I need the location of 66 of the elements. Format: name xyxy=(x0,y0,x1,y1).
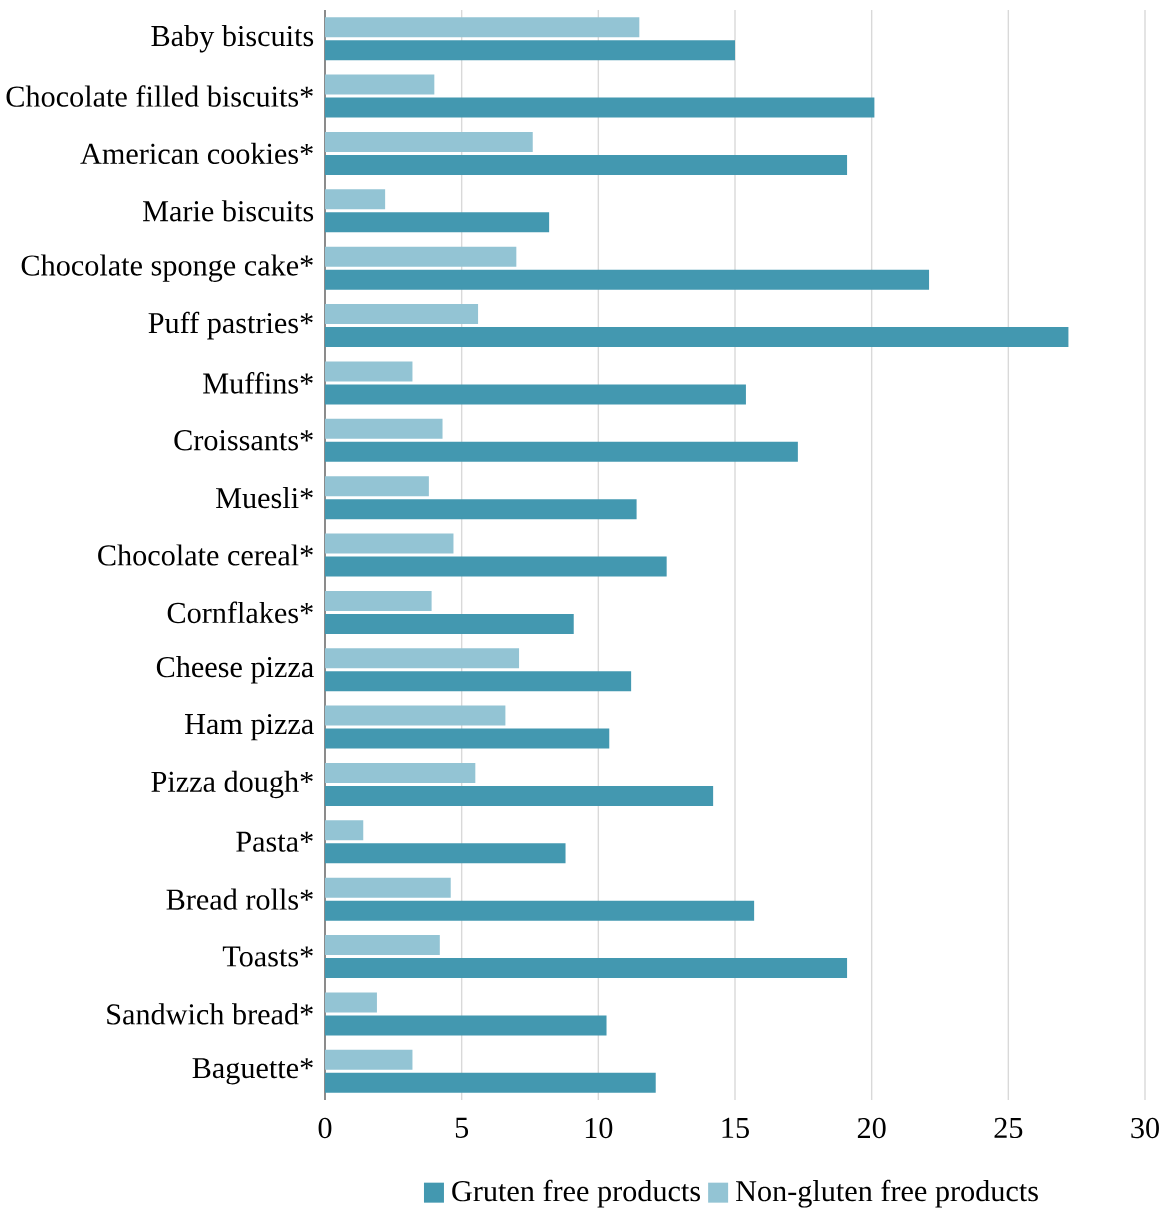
x-tick-label: 20 xyxy=(857,1117,886,1139)
x-tick-label: 15 xyxy=(722,1117,749,1139)
x-tick-label: 0 xyxy=(318,1117,332,1139)
bar xyxy=(325,877,451,898)
bar xyxy=(325,246,517,267)
bar xyxy=(325,17,640,38)
bar xyxy=(325,820,364,841)
bar xyxy=(325,441,798,462)
y-tick-label: Ham pizza xyxy=(185,713,314,741)
bar xyxy=(325,785,714,806)
y-tick-label: Chocolate cereal* xyxy=(98,544,313,566)
x-tick-label: 10 xyxy=(585,1117,613,1139)
bar xyxy=(325,705,506,726)
bar xyxy=(325,269,930,290)
legend-label: Gruten free products xyxy=(452,1179,700,1208)
bar xyxy=(325,900,755,921)
bar xyxy=(325,97,875,118)
bar xyxy=(325,958,848,979)
bar xyxy=(325,384,746,405)
y-tick-label: Puff pastries* xyxy=(148,311,313,340)
bar xyxy=(325,590,432,611)
y-tick-label: Cheese pizza xyxy=(156,656,314,684)
bar xyxy=(325,40,735,61)
y-tick-label: Chocolate sponge cake* xyxy=(21,254,313,282)
bar xyxy=(325,992,377,1013)
x-tick-label: 25 xyxy=(994,1117,1023,1139)
bar xyxy=(325,1049,413,1070)
bar xyxy=(325,304,479,325)
bar xyxy=(325,131,533,152)
bar xyxy=(325,418,443,439)
y-tick-label: Chocolate filled biscuits* xyxy=(6,85,313,107)
bar xyxy=(325,1072,656,1093)
y-tick-label: American cookies* xyxy=(80,142,313,165)
y-tick-label: Muffins* xyxy=(203,372,313,394)
bar xyxy=(325,327,1069,348)
bar xyxy=(325,762,476,783)
bar xyxy=(325,212,550,233)
bar xyxy=(325,1015,607,1036)
y-tick-label: Sandwich bread* xyxy=(107,1003,313,1025)
y-tick-label: Cornflakes* xyxy=(167,601,313,624)
bar xyxy=(325,671,632,692)
legend-label: Non-gluten free products xyxy=(736,1179,1038,1208)
y-tick-label: Pasta* xyxy=(236,831,313,852)
bar xyxy=(325,648,520,669)
bar xyxy=(325,361,413,382)
y-tick-label: Bread rolls* xyxy=(166,888,313,910)
bar xyxy=(325,499,637,520)
y-tick-label: Muesli* xyxy=(216,487,313,509)
x-tick-label: 30 xyxy=(1131,1117,1159,1139)
bar xyxy=(325,935,440,956)
bar xyxy=(325,556,667,577)
bar xyxy=(325,154,848,175)
bar xyxy=(325,74,435,95)
bar xyxy=(325,189,386,210)
bar xyxy=(325,533,454,554)
y-tick-label: Toasts* xyxy=(222,946,313,967)
y-tick-label: Marie biscuits xyxy=(143,200,314,222)
y-tick-label: Baby biscuits xyxy=(151,24,314,53)
bar xyxy=(325,613,574,634)
bar xyxy=(325,476,429,497)
bar xyxy=(325,728,610,749)
x-tick-label: 5 xyxy=(455,1117,469,1138)
y-tick-label: Croissants* xyxy=(174,430,313,451)
bar xyxy=(325,843,566,864)
y-tick-label: Pizza dough* xyxy=(151,770,313,799)
y-tick-label: Baguette* xyxy=(192,1058,313,1085)
